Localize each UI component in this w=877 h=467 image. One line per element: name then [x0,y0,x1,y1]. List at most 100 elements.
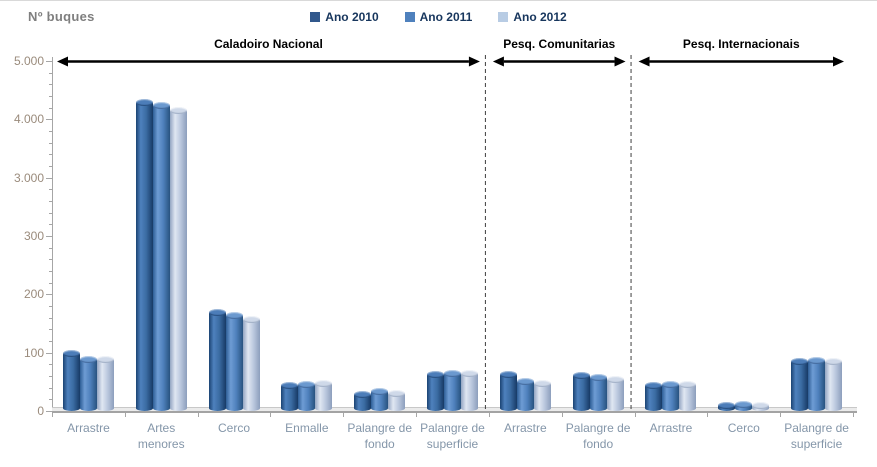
legend-label: Ano 2011 [419,10,473,24]
y-axis-major-tick [46,411,52,412]
cylinder-bar [354,390,372,411]
y-axis-title: Nº buques [28,9,95,24]
cylinder-bar [79,355,97,411]
arrow-head-left [57,56,68,67]
x-axis-tick [124,413,126,417]
cylinder-bar [225,311,243,411]
legend-item: Ano 2011 [404,10,473,24]
category-label: Artes menores [137,421,185,451]
x-axis-tick [634,413,636,417]
cylinder-bar [735,401,753,411]
y-axis-major-tick [46,61,52,62]
y-axis-major-tick [46,236,52,237]
y-axis-minor-tick [49,131,52,132]
section-label: Caladoiro Nacional [214,37,323,51]
cylinder-bar [825,357,843,411]
y-axis-minor-tick [49,271,52,272]
legend-item: Ano 2010 [310,10,379,24]
y-axis-minor-tick [49,376,52,377]
y-axis-minor-tick [49,306,52,307]
x-axis-tick [780,413,782,417]
y-axis-minor-tick [49,224,52,226]
arrow-head-right [468,56,480,67]
cylinder-bar [96,355,114,411]
cylinder-bar [62,349,80,411]
y-axis-major-tick [46,352,52,354]
y-axis-minor-tick [49,282,52,284]
y-axis-tick-label: 3.000 [13,170,44,185]
y-axis-tick-label: 100 [23,345,44,360]
x-axis-tick [197,413,199,417]
arrow-head-left [638,56,650,67]
x-axis-tick [343,413,345,417]
category-label: Palangre de superficie [784,421,849,451]
cylinder-bar [315,380,333,411]
x-axis-tick [52,413,53,417]
x-axis-tick [270,413,272,417]
section-label: Pesq. Internacionais [682,37,800,51]
y-axis-tick-label: 300 [23,229,44,243]
x-axis-tick [488,413,490,417]
cylinder-bar [135,98,153,411]
cylinder-bar [645,381,663,411]
x-axis-tick [707,413,709,417]
legend-swatch-2010 [310,12,321,22]
cylinder-bar [208,308,226,411]
y-axis-minor-tick [49,329,52,331]
cylinder-bar [427,370,444,411]
y-axis-minor-tick [49,247,52,249]
cylinder-bar [808,356,826,411]
y-axis-minor-tick [49,166,52,167]
legend-item: Ano 2012 [498,10,567,24]
category-label: Palangre de fondo [565,421,631,451]
cylinder-bar [242,315,260,411]
legend-swatch-2012 [498,12,509,22]
legend: Ano 2010 Ano 2011 Ano 2012 [0,10,877,24]
cylinder-bar [606,375,624,411]
section-label: Pesq. Comunitarias [503,37,616,51]
cylinder-bar [461,369,478,411]
y-axis-minor-tick [49,399,52,401]
y-axis-major-tick [46,177,52,179]
category-label: Cerco [727,421,760,435]
y-axis-minor-tick [49,212,52,214]
cylinder-bar [388,389,406,411]
y-axis-minor-tick [49,107,52,109]
y-axis-line [52,57,53,413]
cylinder-bar [281,381,299,411]
cylinder-bar [516,377,534,411]
cylinder-bar [444,370,461,411]
cylinder-bar [169,107,187,411]
category-label: Arrastre [67,421,110,435]
y-axis-minor-tick [49,364,52,366]
y-axis-minor-tick [49,154,52,156]
arrow-head-left [492,56,504,67]
x-axis-tick [853,413,854,417]
y-axis-minor-tick [49,317,52,319]
y-axis-minor-tick [49,201,52,202]
x-axis-tick [416,413,418,417]
x-axis-tick [561,413,563,417]
y-axis-tick-label: 5.000 [13,54,44,68]
category-label: Arrastre [503,421,547,435]
y-axis-tick-label: 200 [23,287,44,302]
y-axis-tick-label: 0 [37,404,44,418]
cylinder-bar [589,374,607,411]
y-axis-minor-tick [49,189,52,191]
y-axis-minor-tick [49,142,52,144]
category-label: Arrastre [649,421,693,435]
cylinder-bar [679,381,697,411]
legend-label: Ano 2012 [513,10,567,24]
cylinder-bar [752,401,770,411]
y-axis-minor-tick [49,96,52,97]
cylinder-bar [499,370,517,411]
legend-label: Ano 2010 [325,10,379,24]
cylinder-bar [791,358,809,411]
cylinder-bar [533,380,551,411]
y-axis-minor-tick [49,72,52,74]
arrow-head-right [614,56,626,67]
cylinder-bar [572,371,590,411]
cylinder-bar [662,381,680,411]
arrow-head-right [833,56,844,67]
y-axis-minor-tick [49,84,52,86]
